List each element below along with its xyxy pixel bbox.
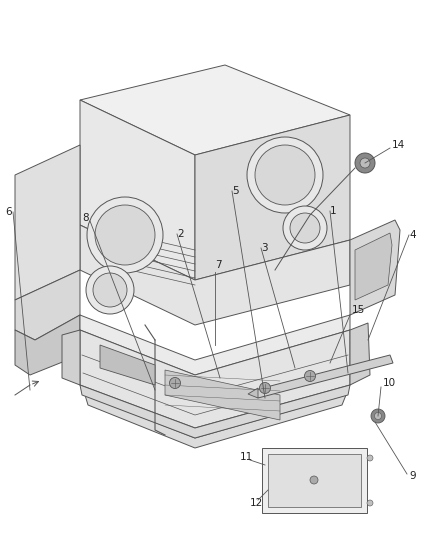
Polygon shape	[255, 355, 393, 398]
Circle shape	[93, 273, 127, 307]
Text: 14: 14	[392, 140, 405, 150]
Text: 12: 12	[250, 498, 263, 508]
Circle shape	[283, 206, 327, 250]
Circle shape	[367, 500, 373, 506]
Polygon shape	[80, 65, 350, 155]
Text: 6: 6	[5, 207, 12, 217]
Circle shape	[259, 383, 271, 393]
Circle shape	[355, 153, 375, 173]
Polygon shape	[100, 345, 155, 385]
Circle shape	[371, 409, 385, 423]
Text: 4: 4	[409, 230, 416, 240]
Polygon shape	[80, 330, 350, 428]
Polygon shape	[350, 220, 400, 315]
Circle shape	[95, 205, 155, 265]
Circle shape	[170, 377, 180, 389]
Text: 10: 10	[383, 378, 396, 388]
Text: 8: 8	[82, 213, 88, 223]
Polygon shape	[195, 115, 350, 280]
Polygon shape	[268, 454, 361, 507]
Polygon shape	[165, 370, 280, 420]
Polygon shape	[80, 385, 350, 438]
Polygon shape	[80, 315, 350, 375]
Polygon shape	[248, 388, 258, 398]
Polygon shape	[350, 323, 370, 385]
Circle shape	[255, 145, 315, 205]
Circle shape	[247, 137, 323, 213]
Polygon shape	[15, 145, 80, 300]
Text: 9: 9	[409, 471, 416, 481]
Polygon shape	[80, 225, 350, 325]
Text: 11: 11	[240, 452, 253, 462]
Polygon shape	[80, 100, 195, 280]
Polygon shape	[15, 270, 80, 340]
Text: 3: 3	[261, 243, 268, 253]
Circle shape	[367, 455, 373, 461]
Polygon shape	[15, 315, 80, 375]
Circle shape	[374, 413, 381, 419]
Circle shape	[310, 476, 318, 484]
Circle shape	[86, 266, 134, 314]
Circle shape	[87, 197, 163, 273]
Text: 1: 1	[330, 206, 337, 216]
Circle shape	[360, 158, 370, 168]
Polygon shape	[85, 395, 346, 448]
Text: 7: 7	[215, 260, 222, 270]
Polygon shape	[355, 233, 392, 300]
Text: 2: 2	[177, 229, 184, 239]
Text: 15: 15	[352, 305, 365, 315]
Circle shape	[290, 213, 320, 243]
Polygon shape	[62, 330, 80, 385]
Circle shape	[304, 370, 315, 382]
Polygon shape	[262, 448, 367, 513]
Text: 5: 5	[232, 186, 239, 196]
